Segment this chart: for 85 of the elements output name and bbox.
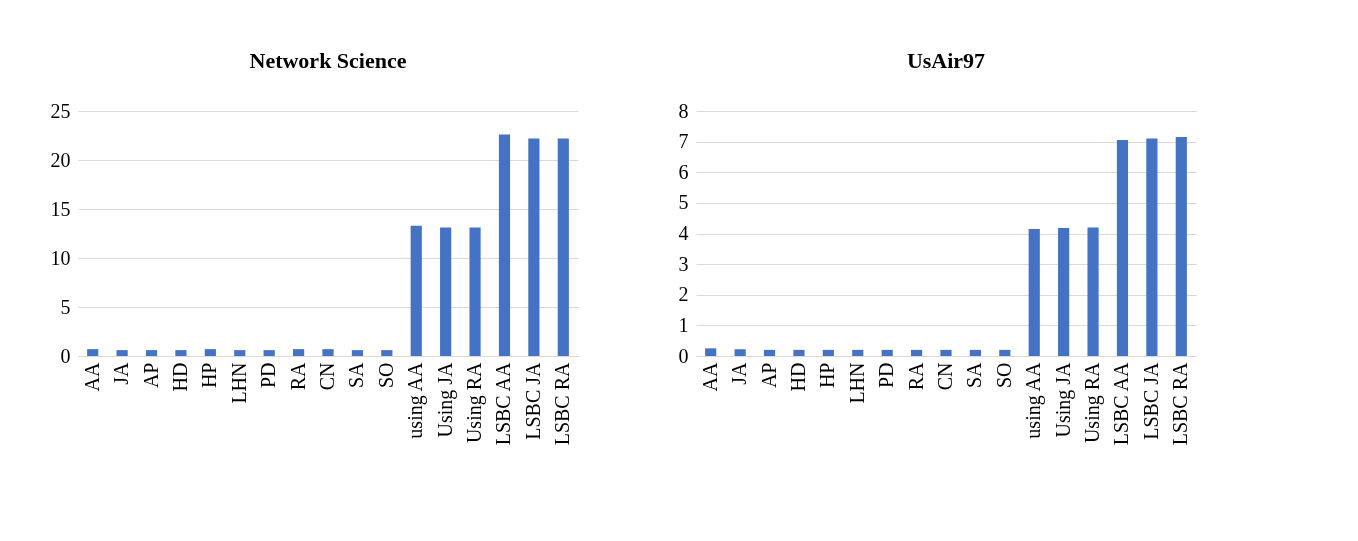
x-tick-label: SO xyxy=(374,362,397,389)
x-tick-label: SA xyxy=(963,361,986,389)
bar xyxy=(940,349,952,356)
x-tick-label: JA xyxy=(110,361,133,385)
x-tick-label: LSBC RA xyxy=(1169,361,1192,446)
x-tick-label: PD xyxy=(875,362,898,389)
y-tick-label: 2 xyxy=(678,283,689,306)
x-tick-label: AA xyxy=(80,361,103,392)
x-tick-label: AA xyxy=(698,361,721,392)
x-tick-label: RA xyxy=(904,361,927,391)
bar xyxy=(263,350,275,356)
y-tick-label: 8 xyxy=(678,99,689,122)
bar xyxy=(1175,137,1187,356)
x-tick-label: AP xyxy=(757,362,780,389)
bar xyxy=(1146,138,1158,356)
x-tick-label: LSBC RA xyxy=(551,361,574,446)
x-tick-label: CN xyxy=(316,362,338,391)
x-tick-label: HP xyxy=(816,362,839,389)
x-tick-label: CN xyxy=(934,362,956,391)
bar xyxy=(322,349,334,356)
bar xyxy=(705,348,717,356)
x-tick-label: AP xyxy=(139,362,162,389)
bar xyxy=(440,227,452,356)
x-tick-label: HD xyxy=(168,362,191,392)
bar xyxy=(145,350,158,356)
x-tick-label: Using RA xyxy=(1081,361,1105,444)
y-tick-label: 4 xyxy=(678,222,689,244)
x-tick-label: SO xyxy=(992,362,1015,389)
bar xyxy=(381,350,393,356)
x-tick-label: LSBC JA xyxy=(1139,361,1162,440)
y-tick-label: 6 xyxy=(678,160,689,183)
bar xyxy=(175,350,187,356)
x-tick-label: Using JA xyxy=(1051,361,1075,438)
x-tick-label: PD xyxy=(257,362,280,389)
x-tick-label: HP xyxy=(198,362,221,389)
bar xyxy=(469,227,481,356)
y-tick-label: 5 xyxy=(678,191,689,214)
chart-title: UsAir97 xyxy=(906,48,986,73)
bar xyxy=(351,350,363,356)
bar xyxy=(763,349,776,356)
y-tick-label: 15 xyxy=(50,197,71,220)
bar xyxy=(1058,227,1070,356)
bar xyxy=(969,349,981,356)
y-tick-label: 20 xyxy=(50,148,71,171)
bar xyxy=(734,349,746,356)
y-tick-label: 3 xyxy=(678,252,689,275)
y-tick-label: 5 xyxy=(60,295,71,318)
bar xyxy=(852,349,864,356)
x-tick-label: HD xyxy=(786,362,809,392)
x-tick-label: LHN xyxy=(227,362,250,404)
bar xyxy=(1028,228,1040,356)
x-tick-label: using AA xyxy=(1022,361,1046,439)
bar xyxy=(881,349,893,356)
y-tick-label: 1 xyxy=(678,313,689,336)
x-tick-label: SA xyxy=(345,361,368,389)
y-tick-label: 10 xyxy=(50,246,71,269)
bar xyxy=(498,134,511,356)
x-tick-label: LSBC JA xyxy=(521,361,544,440)
bar xyxy=(1116,140,1129,356)
bar xyxy=(1087,227,1099,356)
bar xyxy=(293,349,305,356)
bar xyxy=(116,350,128,356)
y-tick-label: 7 xyxy=(678,130,689,153)
bar xyxy=(410,225,422,356)
bar xyxy=(528,138,540,356)
chart-title: Network Science xyxy=(249,48,407,73)
bar xyxy=(87,349,99,356)
bar xyxy=(557,138,569,356)
x-tick-label: Using JA xyxy=(433,361,457,438)
bar xyxy=(234,350,246,356)
x-tick-label: using AA xyxy=(404,361,428,439)
x-tick-label: Using RA xyxy=(463,361,487,444)
bar xyxy=(999,349,1011,356)
bar xyxy=(822,349,834,356)
bar xyxy=(793,349,805,356)
x-tick-label: JA xyxy=(728,361,751,385)
y-tick-label: 25 xyxy=(50,99,71,122)
y-tick-label: 0 xyxy=(678,344,689,367)
x-tick-label: RA xyxy=(286,361,309,391)
bar xyxy=(911,349,923,356)
x-tick-label: LSBC AA xyxy=(1110,361,1133,446)
y-tick-label: 0 xyxy=(60,344,71,367)
bar xyxy=(204,349,216,356)
x-tick-label: LHN xyxy=(845,362,868,404)
x-tick-label: LSBC AA xyxy=(492,361,515,446)
